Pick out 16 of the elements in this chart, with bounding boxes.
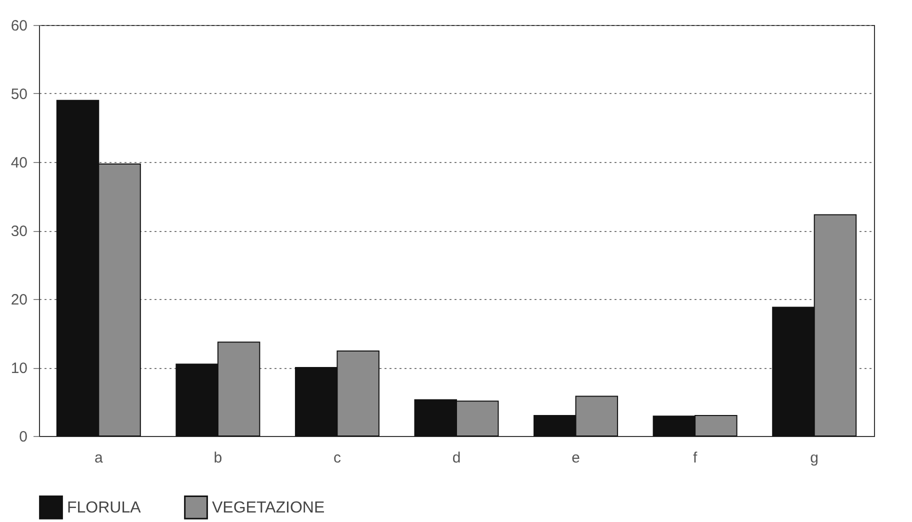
x-tick-label: d — [452, 450, 461, 466]
y-tick-label: 10 — [10, 360, 28, 377]
y-tick-label: 40 — [10, 154, 28, 172]
legend-label: VEGETAZIONE — [212, 499, 325, 516]
y-tick-label: 30 — [10, 223, 28, 240]
x-tick-label: g — [810, 450, 819, 466]
y-tick-label: 0 — [19, 428, 28, 446]
x-tick-label: b — [214, 450, 222, 466]
x-tick-label: c — [333, 450, 342, 466]
y-tick-label: 60 — [10, 18, 28, 34]
legend-label: FLORULA — [67, 499, 142, 516]
x-tick-label: f — [692, 450, 698, 466]
x-tick-label: a — [94, 450, 104, 466]
y-tick-label: 20 — [10, 292, 28, 308]
x-tick-label: e — [572, 450, 580, 466]
y-tick-label: 50 — [10, 86, 28, 103]
